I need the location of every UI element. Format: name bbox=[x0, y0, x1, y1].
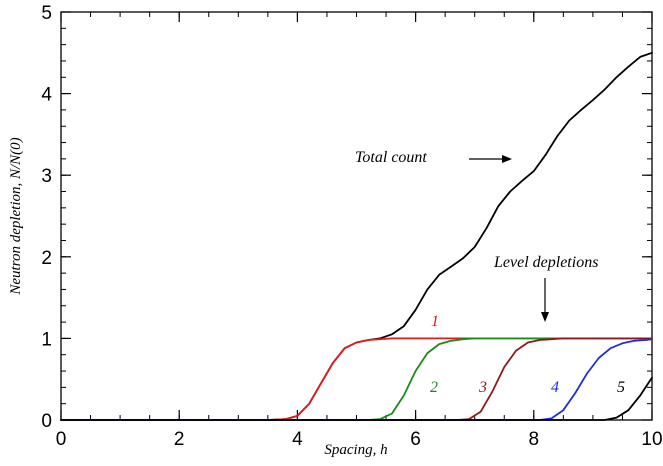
level-depletions-arrow bbox=[541, 278, 549, 322]
curve-label-4: 4 bbox=[551, 379, 559, 396]
series-line-level-2 bbox=[60, 337, 653, 421]
x-axis-title: Spacing, h bbox=[324, 442, 387, 458]
y-tick-label: 1 bbox=[41, 329, 52, 350]
curve-label-3: 3 bbox=[478, 379, 487, 396]
minor-ticks bbox=[60, 11, 653, 421]
x-tick-label: 6 bbox=[410, 429, 421, 450]
series-line-level-4 bbox=[60, 338, 653, 421]
major-ticks bbox=[60, 11, 653, 421]
series-line-level-3 bbox=[60, 337, 653, 421]
curve-label-1: 1 bbox=[431, 313, 439, 330]
y-tick-labels: 0 1 2 3 4 5 bbox=[41, 3, 52, 432]
x-tick-label: 8 bbox=[529, 429, 540, 450]
series-group bbox=[60, 51, 653, 421]
y-tick-label: 5 bbox=[41, 3, 52, 24]
y-tick-label: 0 bbox=[41, 411, 52, 432]
curve-label-5: 5 bbox=[617, 379, 625, 396]
total-count-arrow bbox=[469, 155, 512, 163]
series-line-total bbox=[60, 51, 653, 421]
plot-frame bbox=[60, 11, 653, 421]
y-tick-label: 4 bbox=[41, 85, 52, 106]
y-tick-label: 3 bbox=[41, 166, 52, 187]
series-line-level-1 bbox=[60, 337, 653, 421]
y-tick-label: 2 bbox=[41, 248, 52, 269]
x-tick-label: 4 bbox=[292, 429, 303, 450]
x-tick-label: 0 bbox=[56, 429, 67, 450]
curve-label-2: 2 bbox=[430, 379, 438, 396]
total-count-label: Total count bbox=[355, 149, 427, 166]
y-axis-title: Neutron depletion, N/N(0) bbox=[8, 137, 24, 295]
series-line-level-5 bbox=[60, 376, 653, 421]
level-depletions-label: Level depletions bbox=[493, 254, 598, 271]
x-tick-label: 2 bbox=[174, 429, 185, 450]
x-tick-label: 10 bbox=[641, 429, 662, 450]
x-tick-labels: 0 2 4 6 8 10 bbox=[56, 429, 663, 450]
